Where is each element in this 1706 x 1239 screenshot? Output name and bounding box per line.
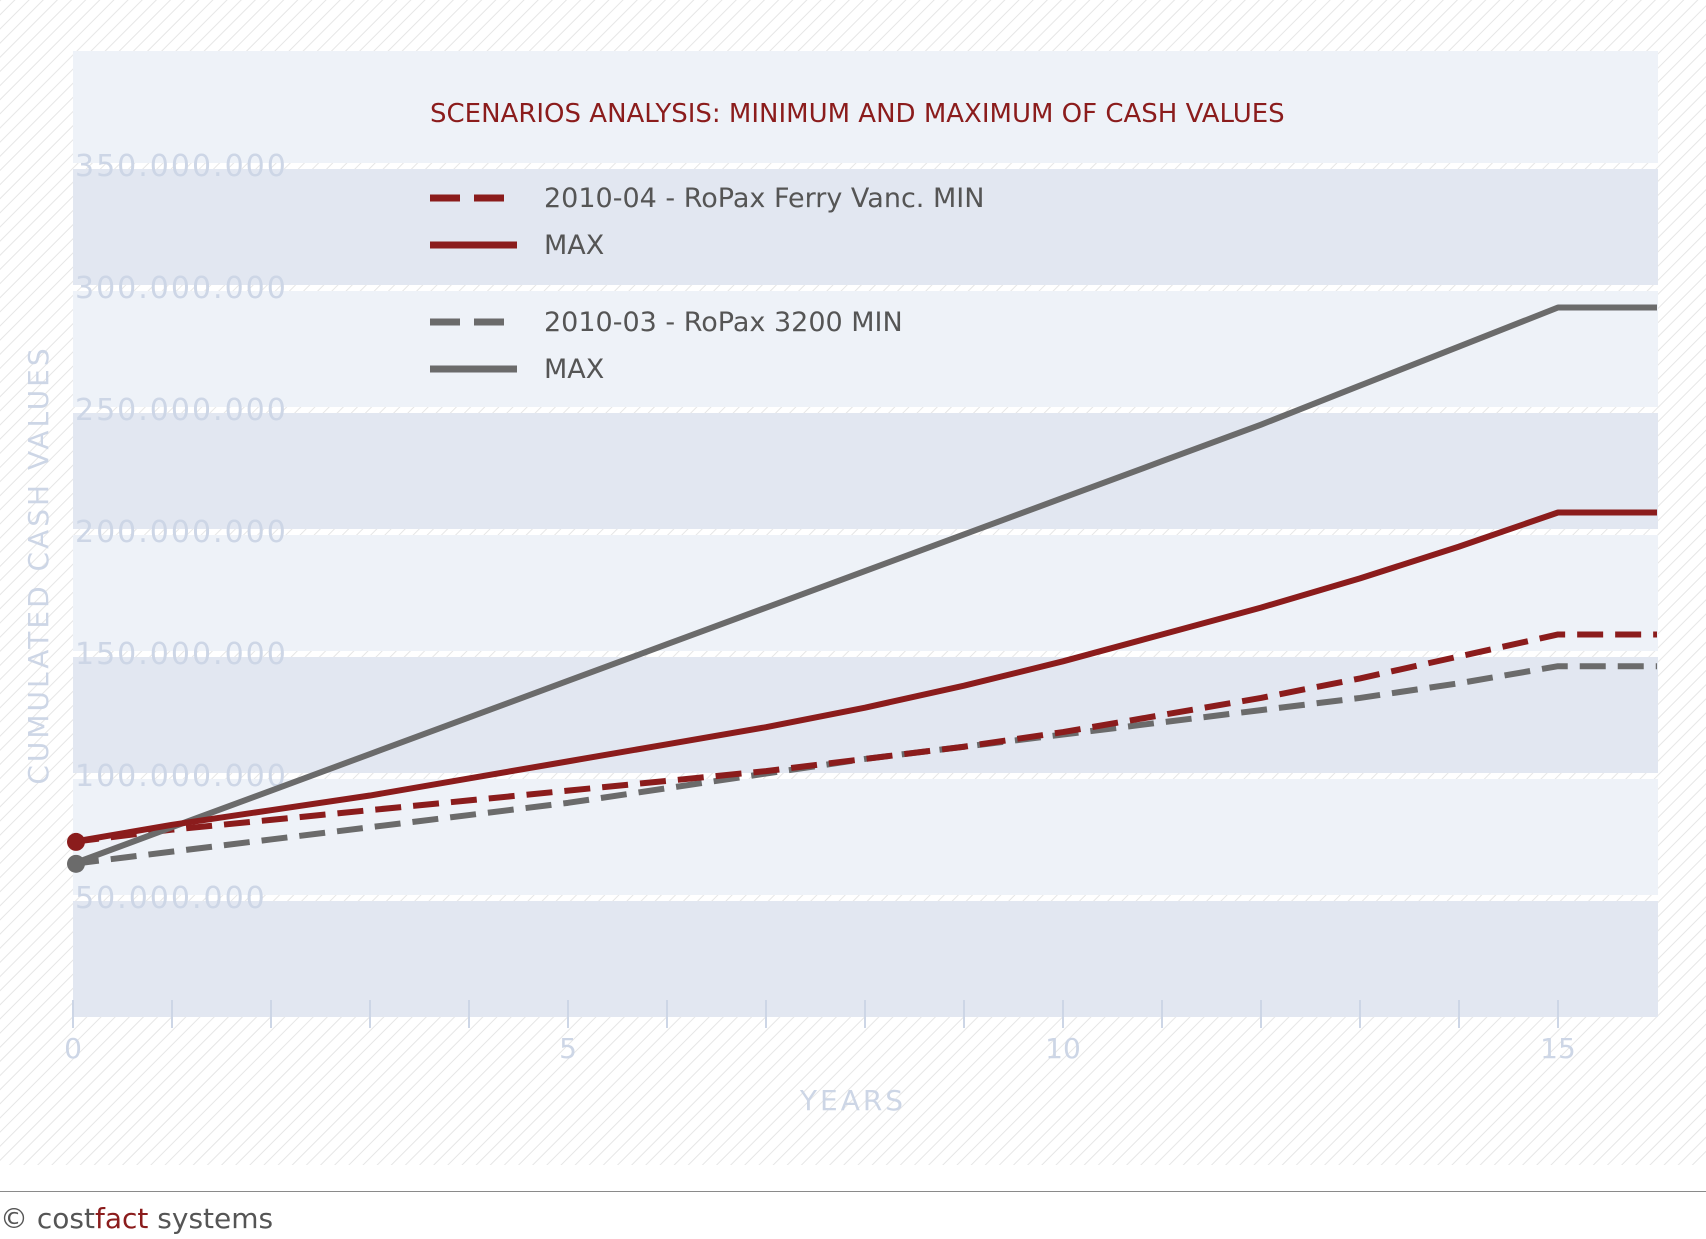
x-tick-label: 5	[559, 1032, 577, 1065]
series-lines	[67, 304, 1657, 873]
copyright-symbol: ©	[0, 1202, 28, 1235]
plot-bands	[73, 51, 1658, 1017]
brand-accent: fact	[95, 1202, 149, 1235]
x-axis-ticks	[72, 1000, 1559, 1028]
plot-band	[73, 901, 1658, 1017]
y-axis-label: CUMULATED CASH VALUES	[22, 345, 55, 784]
series-line	[72, 631, 1657, 845]
y-tick-label: 250.000.000	[75, 393, 288, 428]
series-start-marker	[67, 832, 85, 851]
series-line	[72, 509, 1657, 845]
y-tick-label: 200.000.000	[75, 515, 288, 550]
plot-band	[73, 535, 1658, 651]
x-tick-label: 0	[64, 1032, 82, 1065]
y-tick-label: 150.000.000	[75, 637, 288, 672]
plot-band	[73, 51, 1658, 163]
y-tick-label: 100.000.000	[75, 759, 288, 794]
series-line	[71, 304, 1657, 867]
brand-suffix: systems	[148, 1202, 274, 1235]
series-start-marker	[67, 854, 85, 873]
x-axis-label: YEARS	[799, 1084, 906, 1117]
x-axis-tick-labels: 0 5 10 15	[64, 1032, 1576, 1065]
series-line	[72, 663, 1657, 867]
plot-band	[73, 291, 1658, 407]
y-tick-label: 350.000.000	[75, 149, 288, 184]
legend-label: MAX	[544, 230, 604, 261]
y-tick-label: 50.000.000	[75, 881, 267, 916]
y-axis-tick-labels: 50.000.000 100.000.000 150.000.000 200.000.…	[75, 149, 288, 916]
plot-band	[73, 413, 1658, 529]
x-tick-label: 15	[1540, 1032, 1576, 1065]
legend-label: 2010-04 - RoPax Ferry Vanc. MIN	[544, 183, 984, 214]
footer-credit: © costfact systems	[0, 1202, 273, 1235]
footer-divider	[0, 1191, 1706, 1192]
legend-label: 2010-03 - RoPax 3200 MIN	[544, 307, 903, 338]
legend: 2010-04 - RoPax Ferry Vanc. MIN MAX 2010-0…	[430, 183, 984, 385]
x-tick-label: 10	[1045, 1032, 1081, 1065]
plot-band	[73, 657, 1658, 773]
chart-title: SCENARIOS ANALYSIS: MINIMUM AND MAXIMUM …	[430, 99, 1285, 129]
brand-prefix: cost	[36, 1202, 95, 1235]
y-tick-label: 300.000.000	[75, 271, 288, 306]
plot-band	[73, 169, 1658, 285]
legend-label: MAX	[544, 354, 604, 385]
